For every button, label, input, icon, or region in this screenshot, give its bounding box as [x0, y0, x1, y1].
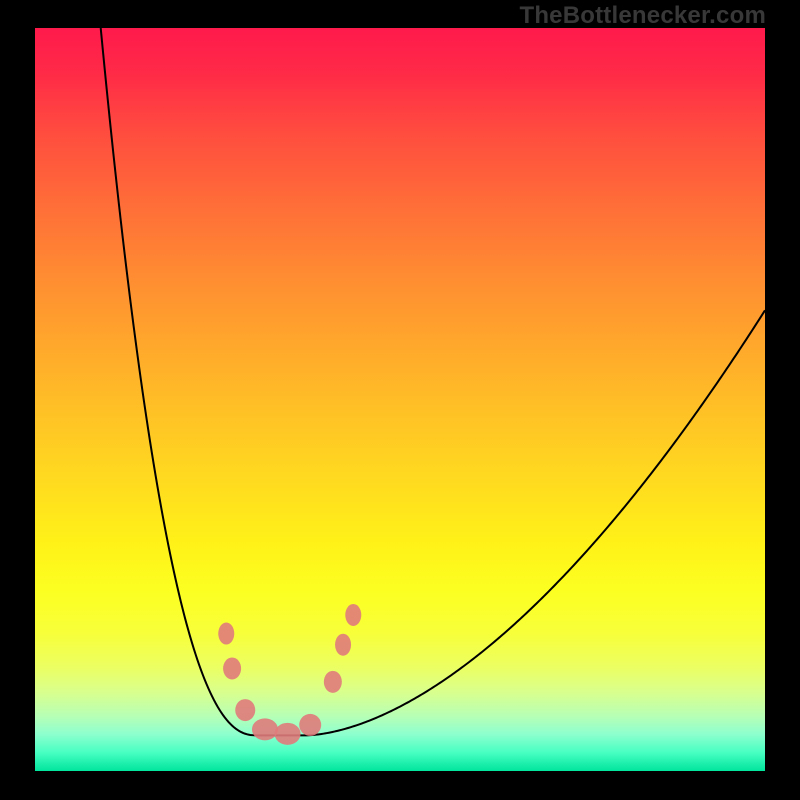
curve-marker — [223, 657, 241, 679]
v-curve-path — [101, 28, 765, 735]
watermark-text: TheBottlenecker.com — [519, 2, 766, 30]
curve-marker — [235, 699, 255, 721]
curve-marker — [275, 723, 301, 745]
bottleneck-curve — [35, 28, 765, 771]
curve-marker — [324, 671, 342, 693]
curve-marker — [345, 604, 361, 626]
curve-marker — [335, 634, 351, 656]
chart-frame: TheBottlenecker.com — [0, 0, 800, 800]
curve-marker — [218, 623, 234, 645]
plot-area — [35, 28, 765, 771]
curve-marker — [299, 714, 321, 736]
curve-marker — [252, 718, 278, 740]
